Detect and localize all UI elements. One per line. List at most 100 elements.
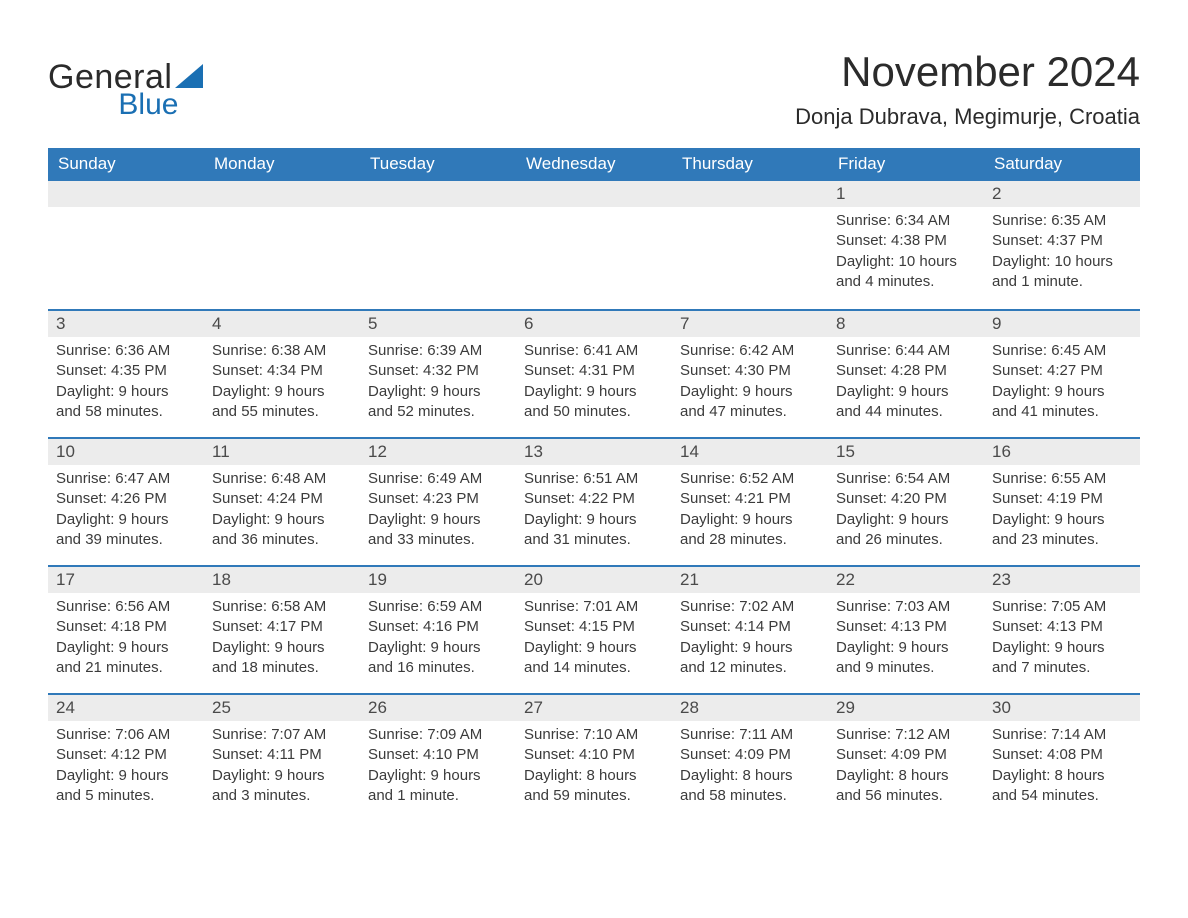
calendar-day-cell: 21Sunrise: 7:02 AMSunset: 4:14 PMDayligh…: [672, 565, 828, 693]
day-inner: 3Sunrise: 6:36 AMSunset: 4:35 PMDaylight…: [48, 309, 204, 430]
day-inner: 26Sunrise: 7:09 AMSunset: 4:10 PMDayligh…: [360, 693, 516, 814]
date-number: 19: [360, 565, 516, 593]
daylight-text: Daylight: 10 hours and 4 minutes.: [836, 252, 976, 293]
calendar-day-cell: 22Sunrise: 7:03 AMSunset: 4:13 PMDayligh…: [828, 565, 984, 693]
sunrise-text: Sunrise: 6:39 AM: [368, 341, 508, 361]
day-details: Sunrise: 6:35 AMSunset: 4:37 PMDaylight:…: [984, 207, 1140, 292]
sunrise-text: Sunrise: 6:42 AM: [680, 341, 820, 361]
sunset-text: Sunset: 4:37 PM: [992, 231, 1132, 251]
calendar-day-cell: 5Sunrise: 6:39 AMSunset: 4:32 PMDaylight…: [360, 309, 516, 437]
day-details: Sunrise: 7:10 AMSunset: 4:10 PMDaylight:…: [516, 721, 672, 806]
daylight-text: Daylight: 9 hours and 50 minutes.: [524, 382, 664, 423]
brand-logo: General Blue: [48, 60, 205, 120]
date-number: 29: [828, 693, 984, 721]
daylight-text: Daylight: 9 hours and 23 minutes.: [992, 510, 1132, 551]
sunrise-text: Sunrise: 7:01 AM: [524, 597, 664, 617]
sunrise-text: Sunrise: 7:03 AM: [836, 597, 976, 617]
daylight-text: Daylight: 9 hours and 14 minutes.: [524, 638, 664, 679]
calendar-empty-cell: [360, 181, 516, 309]
calendar-day-cell: 6Sunrise: 6:41 AMSunset: 4:31 PMDaylight…: [516, 309, 672, 437]
day-details: Sunrise: 6:55 AMSunset: 4:19 PMDaylight:…: [984, 465, 1140, 550]
brand-text: General Blue: [48, 60, 172, 120]
weekday-header: Tuesday: [360, 148, 516, 181]
daylight-text: Daylight: 9 hours and 47 minutes.: [680, 382, 820, 423]
day-inner: 12Sunrise: 6:49 AMSunset: 4:23 PMDayligh…: [360, 437, 516, 558]
calendar-day-cell: 11Sunrise: 6:48 AMSunset: 4:24 PMDayligh…: [204, 437, 360, 565]
daylight-text: Daylight: 10 hours and 1 minute.: [992, 252, 1132, 293]
day-inner: 14Sunrise: 6:52 AMSunset: 4:21 PMDayligh…: [672, 437, 828, 558]
calendar-body: 1Sunrise: 6:34 AMSunset: 4:38 PMDaylight…: [48, 181, 1140, 821]
date-number: 21: [672, 565, 828, 593]
sunrise-text: Sunrise: 6:56 AM: [56, 597, 196, 617]
sunset-text: Sunset: 4:10 PM: [368, 745, 508, 765]
calendar-day-cell: 9Sunrise: 6:45 AMSunset: 4:27 PMDaylight…: [984, 309, 1140, 437]
title-block: November 2024 Donja Dubrava, Megimurje, …: [795, 48, 1140, 130]
calendar-day-cell: 14Sunrise: 6:52 AMSunset: 4:21 PMDayligh…: [672, 437, 828, 565]
day-inner: 9Sunrise: 6:45 AMSunset: 4:27 PMDaylight…: [984, 309, 1140, 430]
calendar-week-row: 3Sunrise: 6:36 AMSunset: 4:35 PMDaylight…: [48, 309, 1140, 437]
sunrise-text: Sunrise: 6:47 AM: [56, 469, 196, 489]
day-details: Sunrise: 6:38 AMSunset: 4:34 PMDaylight:…: [204, 337, 360, 422]
sunrise-text: Sunrise: 7:07 AM: [212, 725, 352, 745]
date-number: 13: [516, 437, 672, 465]
daylight-text: Daylight: 9 hours and 55 minutes.: [212, 382, 352, 423]
sunset-text: Sunset: 4:17 PM: [212, 617, 352, 637]
day-details: Sunrise: 6:39 AMSunset: 4:32 PMDaylight:…: [360, 337, 516, 422]
calendar-day-cell: 15Sunrise: 6:54 AMSunset: 4:20 PMDayligh…: [828, 437, 984, 565]
daylight-text: Daylight: 9 hours and 16 minutes.: [368, 638, 508, 679]
date-number: 16: [984, 437, 1140, 465]
calendar-day-cell: 29Sunrise: 7:12 AMSunset: 4:09 PMDayligh…: [828, 693, 984, 821]
date-number: 6: [516, 309, 672, 337]
day-details: Sunrise: 6:52 AMSunset: 4:21 PMDaylight:…: [672, 465, 828, 550]
day-details: Sunrise: 7:11 AMSunset: 4:09 PMDaylight:…: [672, 721, 828, 806]
sunrise-text: Sunrise: 7:09 AM: [368, 725, 508, 745]
date-number: 3: [48, 309, 204, 337]
sunset-text: Sunset: 4:19 PM: [992, 489, 1132, 509]
daylight-text: Daylight: 9 hours and 9 minutes.: [836, 638, 976, 679]
date-number: 2: [984, 181, 1140, 207]
day-details: Sunrise: 7:14 AMSunset: 4:08 PMDaylight:…: [984, 721, 1140, 806]
calendar-week-row: 17Sunrise: 6:56 AMSunset: 4:18 PMDayligh…: [48, 565, 1140, 693]
calendar-head: SundayMondayTuesdayWednesdayThursdayFrid…: [48, 148, 1140, 181]
sunrise-text: Sunrise: 7:10 AM: [524, 725, 664, 745]
weekday-header: Saturday: [984, 148, 1140, 181]
date-number: 22: [828, 565, 984, 593]
calendar-day-cell: 20Sunrise: 7:01 AMSunset: 4:15 PMDayligh…: [516, 565, 672, 693]
day-inner: 13Sunrise: 6:51 AMSunset: 4:22 PMDayligh…: [516, 437, 672, 558]
sunset-text: Sunset: 4:08 PM: [992, 745, 1132, 765]
calendar-day-cell: 2Sunrise: 6:35 AMSunset: 4:37 PMDaylight…: [984, 181, 1140, 309]
sunset-text: Sunset: 4:13 PM: [992, 617, 1132, 637]
date-number: 7: [672, 309, 828, 337]
day-details: Sunrise: 7:03 AMSunset: 4:13 PMDaylight:…: [828, 593, 984, 678]
calendar-empty-cell: [672, 181, 828, 309]
weekday-header: Friday: [828, 148, 984, 181]
daylight-text: Daylight: 9 hours and 36 minutes.: [212, 510, 352, 551]
day-inner: 2Sunrise: 6:35 AMSunset: 4:37 PMDaylight…: [984, 181, 1140, 300]
empty-date-bar: [672, 181, 828, 207]
date-number: 20: [516, 565, 672, 593]
sunrise-text: Sunrise: 6:51 AM: [524, 469, 664, 489]
calendar-day-cell: 16Sunrise: 6:55 AMSunset: 4:19 PMDayligh…: [984, 437, 1140, 565]
day-inner: 30Sunrise: 7:14 AMSunset: 4:08 PMDayligh…: [984, 693, 1140, 814]
sunrise-text: Sunrise: 6:35 AM: [992, 211, 1132, 231]
date-number: 1: [828, 181, 984, 207]
sunrise-text: Sunrise: 6:49 AM: [368, 469, 508, 489]
day-details: Sunrise: 6:34 AMSunset: 4:38 PMDaylight:…: [828, 207, 984, 292]
daylight-text: Daylight: 9 hours and 26 minutes.: [836, 510, 976, 551]
calendar-day-cell: 3Sunrise: 6:36 AMSunset: 4:35 PMDaylight…: [48, 309, 204, 437]
sunrise-text: Sunrise: 6:38 AM: [212, 341, 352, 361]
date-number: 14: [672, 437, 828, 465]
sunset-text: Sunset: 4:13 PM: [836, 617, 976, 637]
calendar-day-cell: 4Sunrise: 6:38 AMSunset: 4:34 PMDaylight…: [204, 309, 360, 437]
daylight-text: Daylight: 8 hours and 58 minutes.: [680, 766, 820, 807]
sunrise-text: Sunrise: 7:05 AM: [992, 597, 1132, 617]
date-number: 24: [48, 693, 204, 721]
day-inner: 8Sunrise: 6:44 AMSunset: 4:28 PMDaylight…: [828, 309, 984, 430]
sunset-text: Sunset: 4:12 PM: [56, 745, 196, 765]
date-number: 4: [204, 309, 360, 337]
day-inner: 15Sunrise: 6:54 AMSunset: 4:20 PMDayligh…: [828, 437, 984, 558]
sunset-text: Sunset: 4:20 PM: [836, 489, 976, 509]
calendar-page: General Blue November 2024 Donja Dubrava…: [0, 0, 1188, 861]
day-details: Sunrise: 7:01 AMSunset: 4:15 PMDaylight:…: [516, 593, 672, 678]
weekday-header: Monday: [204, 148, 360, 181]
